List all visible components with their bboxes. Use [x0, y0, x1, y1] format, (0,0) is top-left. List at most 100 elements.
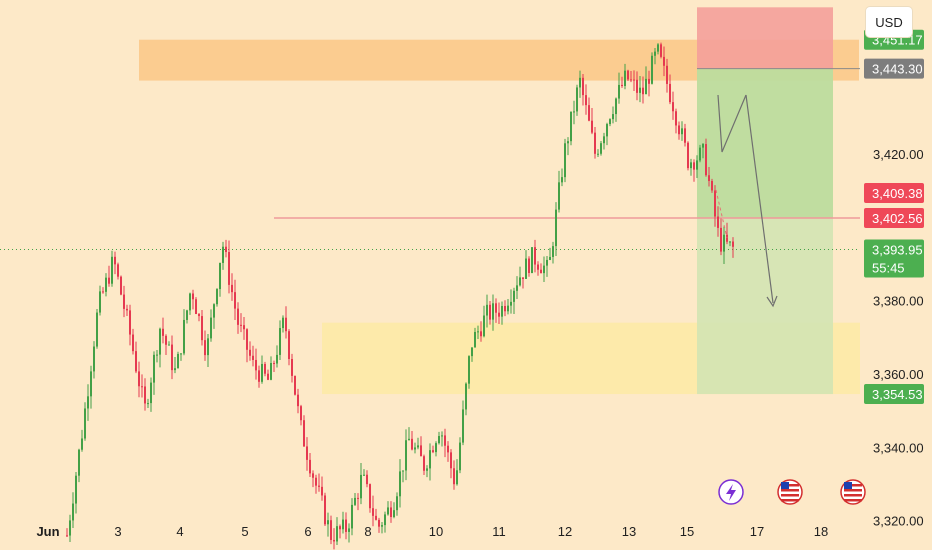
candle-body	[516, 285, 518, 291]
arrow-head	[766, 295, 778, 308]
candle-body	[513, 290, 515, 302]
candle-body	[666, 65, 668, 84]
flag-canton	[781, 482, 789, 489]
candle-body	[567, 141, 569, 144]
flag-canton	[844, 482, 852, 489]
candle-body	[540, 269, 542, 274]
candle-body	[201, 316, 203, 341]
candle-body	[210, 317, 212, 339]
candle-body	[333, 539, 335, 542]
candle-body	[672, 102, 674, 112]
candle-body	[582, 77, 584, 96]
candle-body	[438, 436, 440, 444]
x-tick-label: 8	[364, 524, 371, 539]
candle-body	[399, 471, 401, 497]
dashed-projection-line	[715, 189, 728, 239]
candle-body	[402, 470, 404, 472]
candle-body	[546, 259, 548, 266]
candle-body	[288, 331, 290, 360]
y-tick-label: 3,420.00	[873, 147, 924, 162]
candle-body	[612, 114, 614, 120]
candle-body	[732, 241, 734, 247]
candle-body	[471, 347, 473, 357]
candle-body	[498, 312, 500, 317]
candle-body	[474, 331, 476, 348]
candle-body	[249, 349, 251, 356]
candle-body	[111, 256, 113, 284]
zones-layer	[0, 7, 860, 395]
candle-body	[477, 331, 479, 333]
candle-body	[699, 147, 701, 161]
candle-body	[669, 83, 671, 103]
candle-body	[321, 486, 323, 496]
candle-body	[462, 409, 464, 443]
x-tick-label: 17	[750, 524, 764, 539]
candle-body	[525, 258, 527, 279]
price-badge-bg	[864, 384, 924, 405]
candle-body	[495, 303, 497, 313]
candle-body	[702, 144, 704, 148]
us-flag-icon[interactable]	[777, 479, 803, 505]
flag-stripe	[844, 484, 862, 487]
x-tick-label: 10	[429, 524, 443, 539]
currency-button[interactable]: USD	[866, 7, 912, 37]
candle-body	[123, 294, 125, 309]
candle-body	[234, 292, 236, 309]
candle-body	[135, 351, 137, 372]
candle-body	[381, 525, 383, 527]
candle-body	[408, 438, 410, 441]
price-badge: 3,393.95 55:45	[864, 239, 924, 278]
candle-body	[141, 386, 143, 388]
y-tick-label: 3,340.00	[873, 440, 924, 455]
flag-stripe	[781, 494, 799, 497]
candle-body	[243, 325, 245, 330]
candle-body	[360, 474, 362, 499]
lightning-icon[interactable]	[718, 479, 744, 505]
candle-body	[246, 329, 248, 350]
candle-body	[411, 438, 413, 450]
us-flag-icon[interactable]	[840, 479, 866, 505]
candle-body	[564, 143, 566, 178]
candle-body	[633, 79, 635, 81]
candle-body	[369, 484, 371, 509]
candle-body	[450, 452, 452, 469]
candle-body	[552, 246, 554, 257]
candle-body	[336, 526, 338, 542]
candle-body	[225, 246, 227, 253]
candle-body	[357, 497, 359, 499]
candle-body	[684, 128, 686, 143]
candle-body	[195, 299, 197, 315]
candle-body	[117, 264, 119, 277]
y-tick-label: 3,360.00	[873, 367, 924, 382]
candle-body	[663, 56, 665, 66]
candle-body	[543, 265, 545, 274]
candle-body	[657, 44, 659, 52]
candle-body	[180, 353, 182, 355]
candle-body	[504, 305, 506, 312]
candle-body	[78, 449, 80, 476]
candle-body	[237, 308, 239, 325]
candle-body	[162, 328, 164, 336]
flag-stripe	[844, 489, 862, 492]
candle-body	[420, 445, 422, 457]
candle-body	[486, 304, 488, 316]
candle-body	[168, 344, 170, 346]
candle-body	[375, 515, 377, 520]
candle-body	[105, 277, 107, 292]
candle-body	[573, 111, 575, 113]
candle-body	[132, 334, 134, 352]
annotations-layer	[715, 94, 778, 308]
candle-body	[639, 87, 641, 93]
candle-body	[693, 162, 695, 170]
take-profit-zone	[697, 68, 833, 218]
price-badge-bg	[864, 239, 924, 278]
candle-body	[555, 209, 557, 247]
candle-body	[204, 340, 206, 356]
x-tick-label: 3	[114, 524, 121, 539]
candle-body	[81, 438, 83, 450]
candle-body	[492, 303, 494, 320]
candle-body	[276, 354, 278, 364]
candle-body	[273, 363, 275, 365]
candle-body	[264, 363, 266, 374]
